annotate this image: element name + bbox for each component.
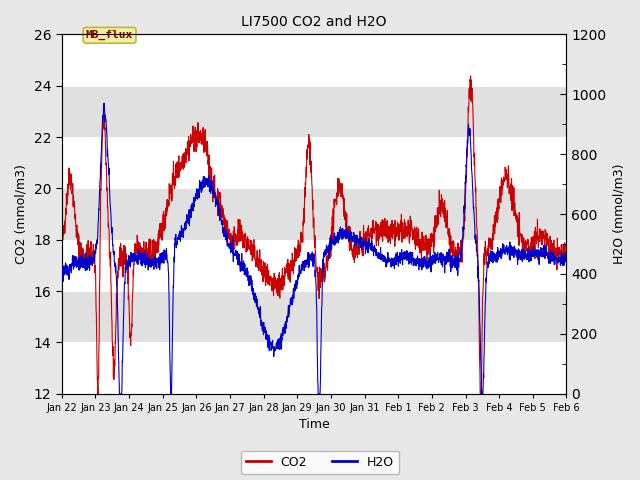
Title: LI7500 CO2 and H2O: LI7500 CO2 and H2O xyxy=(241,15,387,29)
Line: H2O: H2O xyxy=(61,103,566,394)
Y-axis label: H2O (mmol/m3): H2O (mmol/m3) xyxy=(612,164,625,264)
Bar xyxy=(61,188,566,240)
H2O xyxy=(340,229,348,235)
CO2 xyxy=(199,127,207,133)
Bar xyxy=(61,86,566,137)
Y-axis label: CO2 (mmol/m3): CO2 (mmol/m3) xyxy=(15,164,28,264)
Legend: CO2, H2O: CO2, H2O xyxy=(241,451,399,474)
H2O xyxy=(461,199,468,204)
CO2 xyxy=(532,230,540,236)
H2O xyxy=(518,258,526,264)
H2O xyxy=(329,239,337,244)
CO2 xyxy=(340,199,348,205)
CO2 xyxy=(461,213,468,218)
Bar xyxy=(61,291,566,342)
CO2 xyxy=(58,238,65,244)
CO2 xyxy=(563,246,570,252)
H2O xyxy=(199,177,207,183)
H2O xyxy=(532,248,540,254)
CO2 xyxy=(467,73,474,79)
Text: MB_flux: MB_flux xyxy=(86,30,133,40)
H2O xyxy=(563,254,570,260)
X-axis label: Time: Time xyxy=(299,419,330,432)
H2O xyxy=(58,273,65,279)
Line: CO2: CO2 xyxy=(61,76,566,394)
CO2 xyxy=(518,236,526,241)
H2O xyxy=(100,100,108,106)
CO2 xyxy=(328,220,336,226)
H2O xyxy=(116,391,124,396)
CO2 xyxy=(94,391,102,396)
